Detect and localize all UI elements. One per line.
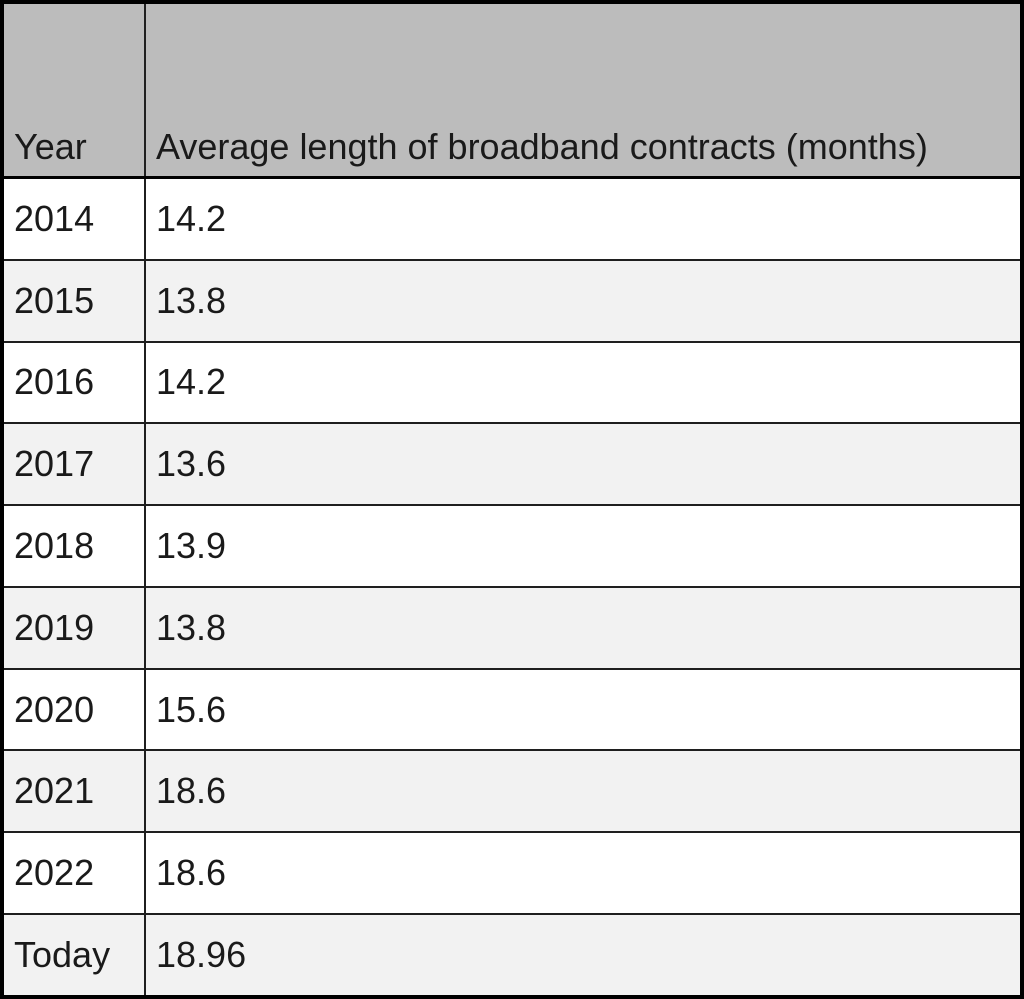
year-column-header: Year xyxy=(1,1,146,179)
year-cell: 2021 xyxy=(1,749,146,834)
year-cell: 2015 xyxy=(1,258,146,343)
value-cell: 15.6 xyxy=(144,667,1023,752)
table-row: 2016 14.2 xyxy=(1,340,1023,425)
table-row: 2020 15.6 xyxy=(1,667,1023,752)
year-cell: 2017 xyxy=(1,422,146,507)
value-cell: 18.96 xyxy=(144,913,1023,998)
table-row: 2014 14.2 xyxy=(1,176,1023,261)
year-cell: 2016 xyxy=(1,340,146,425)
value-cell: 13.9 xyxy=(144,504,1023,588)
header-row: Year Average length of broadband contrac… xyxy=(1,1,1023,179)
table-row: 2015 13.8 xyxy=(1,258,1023,343)
table-row: Today 18.96 xyxy=(1,913,1023,998)
value-cell: 14.2 xyxy=(144,176,1023,261)
year-cell: Today xyxy=(1,913,146,998)
value-cell: 18.6 xyxy=(144,749,1023,834)
table-body: 2014 14.2 2015 13.8 2016 14.2 2017 13.6 2018 13.9… xyxy=(1,176,1023,998)
table-row: 2017 13.6 xyxy=(1,422,1023,507)
value-cell: 14.2 xyxy=(144,340,1023,425)
table-row: 2018 13.9 xyxy=(1,504,1023,588)
table-row: 2021 18.6 xyxy=(1,749,1023,834)
year-cell: 2019 xyxy=(1,585,146,670)
year-cell: 2020 xyxy=(1,667,146,752)
value-cell: 13.8 xyxy=(144,585,1023,670)
table-row: 2019 13.8 xyxy=(1,585,1023,670)
value-column-header: Average length of broadband contracts (m… xyxy=(144,1,1023,179)
year-cell: 2018 xyxy=(1,504,146,588)
value-cell: 13.6 xyxy=(144,422,1023,507)
table-row: 2022 18.6 xyxy=(1,831,1023,916)
year-cell: 2022 xyxy=(1,831,146,916)
year-cell: 2014 xyxy=(1,176,146,261)
value-cell: 13.8 xyxy=(144,258,1023,343)
value-cell: 18.6 xyxy=(144,831,1023,916)
